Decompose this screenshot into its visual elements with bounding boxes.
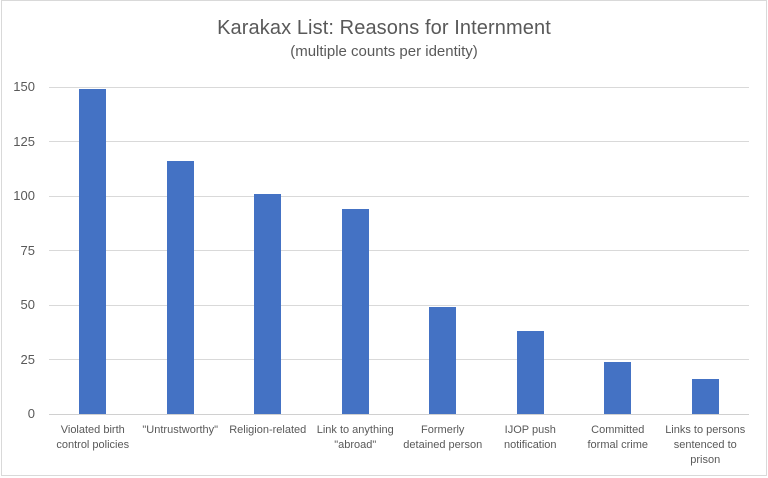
bar	[691, 379, 719, 414]
x-axis-line	[49, 413, 749, 415]
x-tick-label: Violated birth control policies	[56, 424, 130, 451]
y-tick-label: 100	[13, 188, 35, 203]
y-tick-label: 0	[27, 406, 35, 421]
bar	[341, 209, 369, 414]
gridline	[49, 304, 749, 306]
gridline	[49, 141, 749, 142]
bar	[429, 307, 457, 414]
gridline	[49, 359, 749, 360]
bar	[166, 161, 194, 414]
plot-area	[49, 86, 749, 415]
y-tick-label: 50	[20, 297, 35, 312]
x-tick-label: Religion-related	[229, 424, 307, 436]
gridline	[49, 86, 749, 88]
bar	[79, 89, 107, 414]
bar	[254, 193, 282, 414]
x-tick-label: Committed formal crime	[587, 424, 648, 451]
x-tick-label: "Untrustworthy"	[142, 424, 219, 436]
y-tick-label: 25	[20, 351, 35, 367]
x-tick-label: IJOP push notification	[503, 424, 557, 451]
y-tick-label: 150	[13, 79, 35, 94]
chart-title: Karakax List: Reasons for Internment	[217, 17, 551, 39]
gridline	[49, 250, 749, 251]
gridline	[49, 195, 749, 197]
bar	[604, 361, 632, 414]
y-tick-label: 75	[20, 242, 35, 258]
y-tick-label: 125	[13, 133, 35, 149]
chart-subtitle: (multiple counts per identity)	[290, 43, 478, 60]
x-tick-label: Link to anything "abroad"	[316, 424, 394, 451]
bar	[516, 331, 544, 414]
x-tick-label: Links to persons sentenced to prison	[665, 424, 746, 466]
x-tick-label: Formerly detained person	[403, 424, 483, 451]
